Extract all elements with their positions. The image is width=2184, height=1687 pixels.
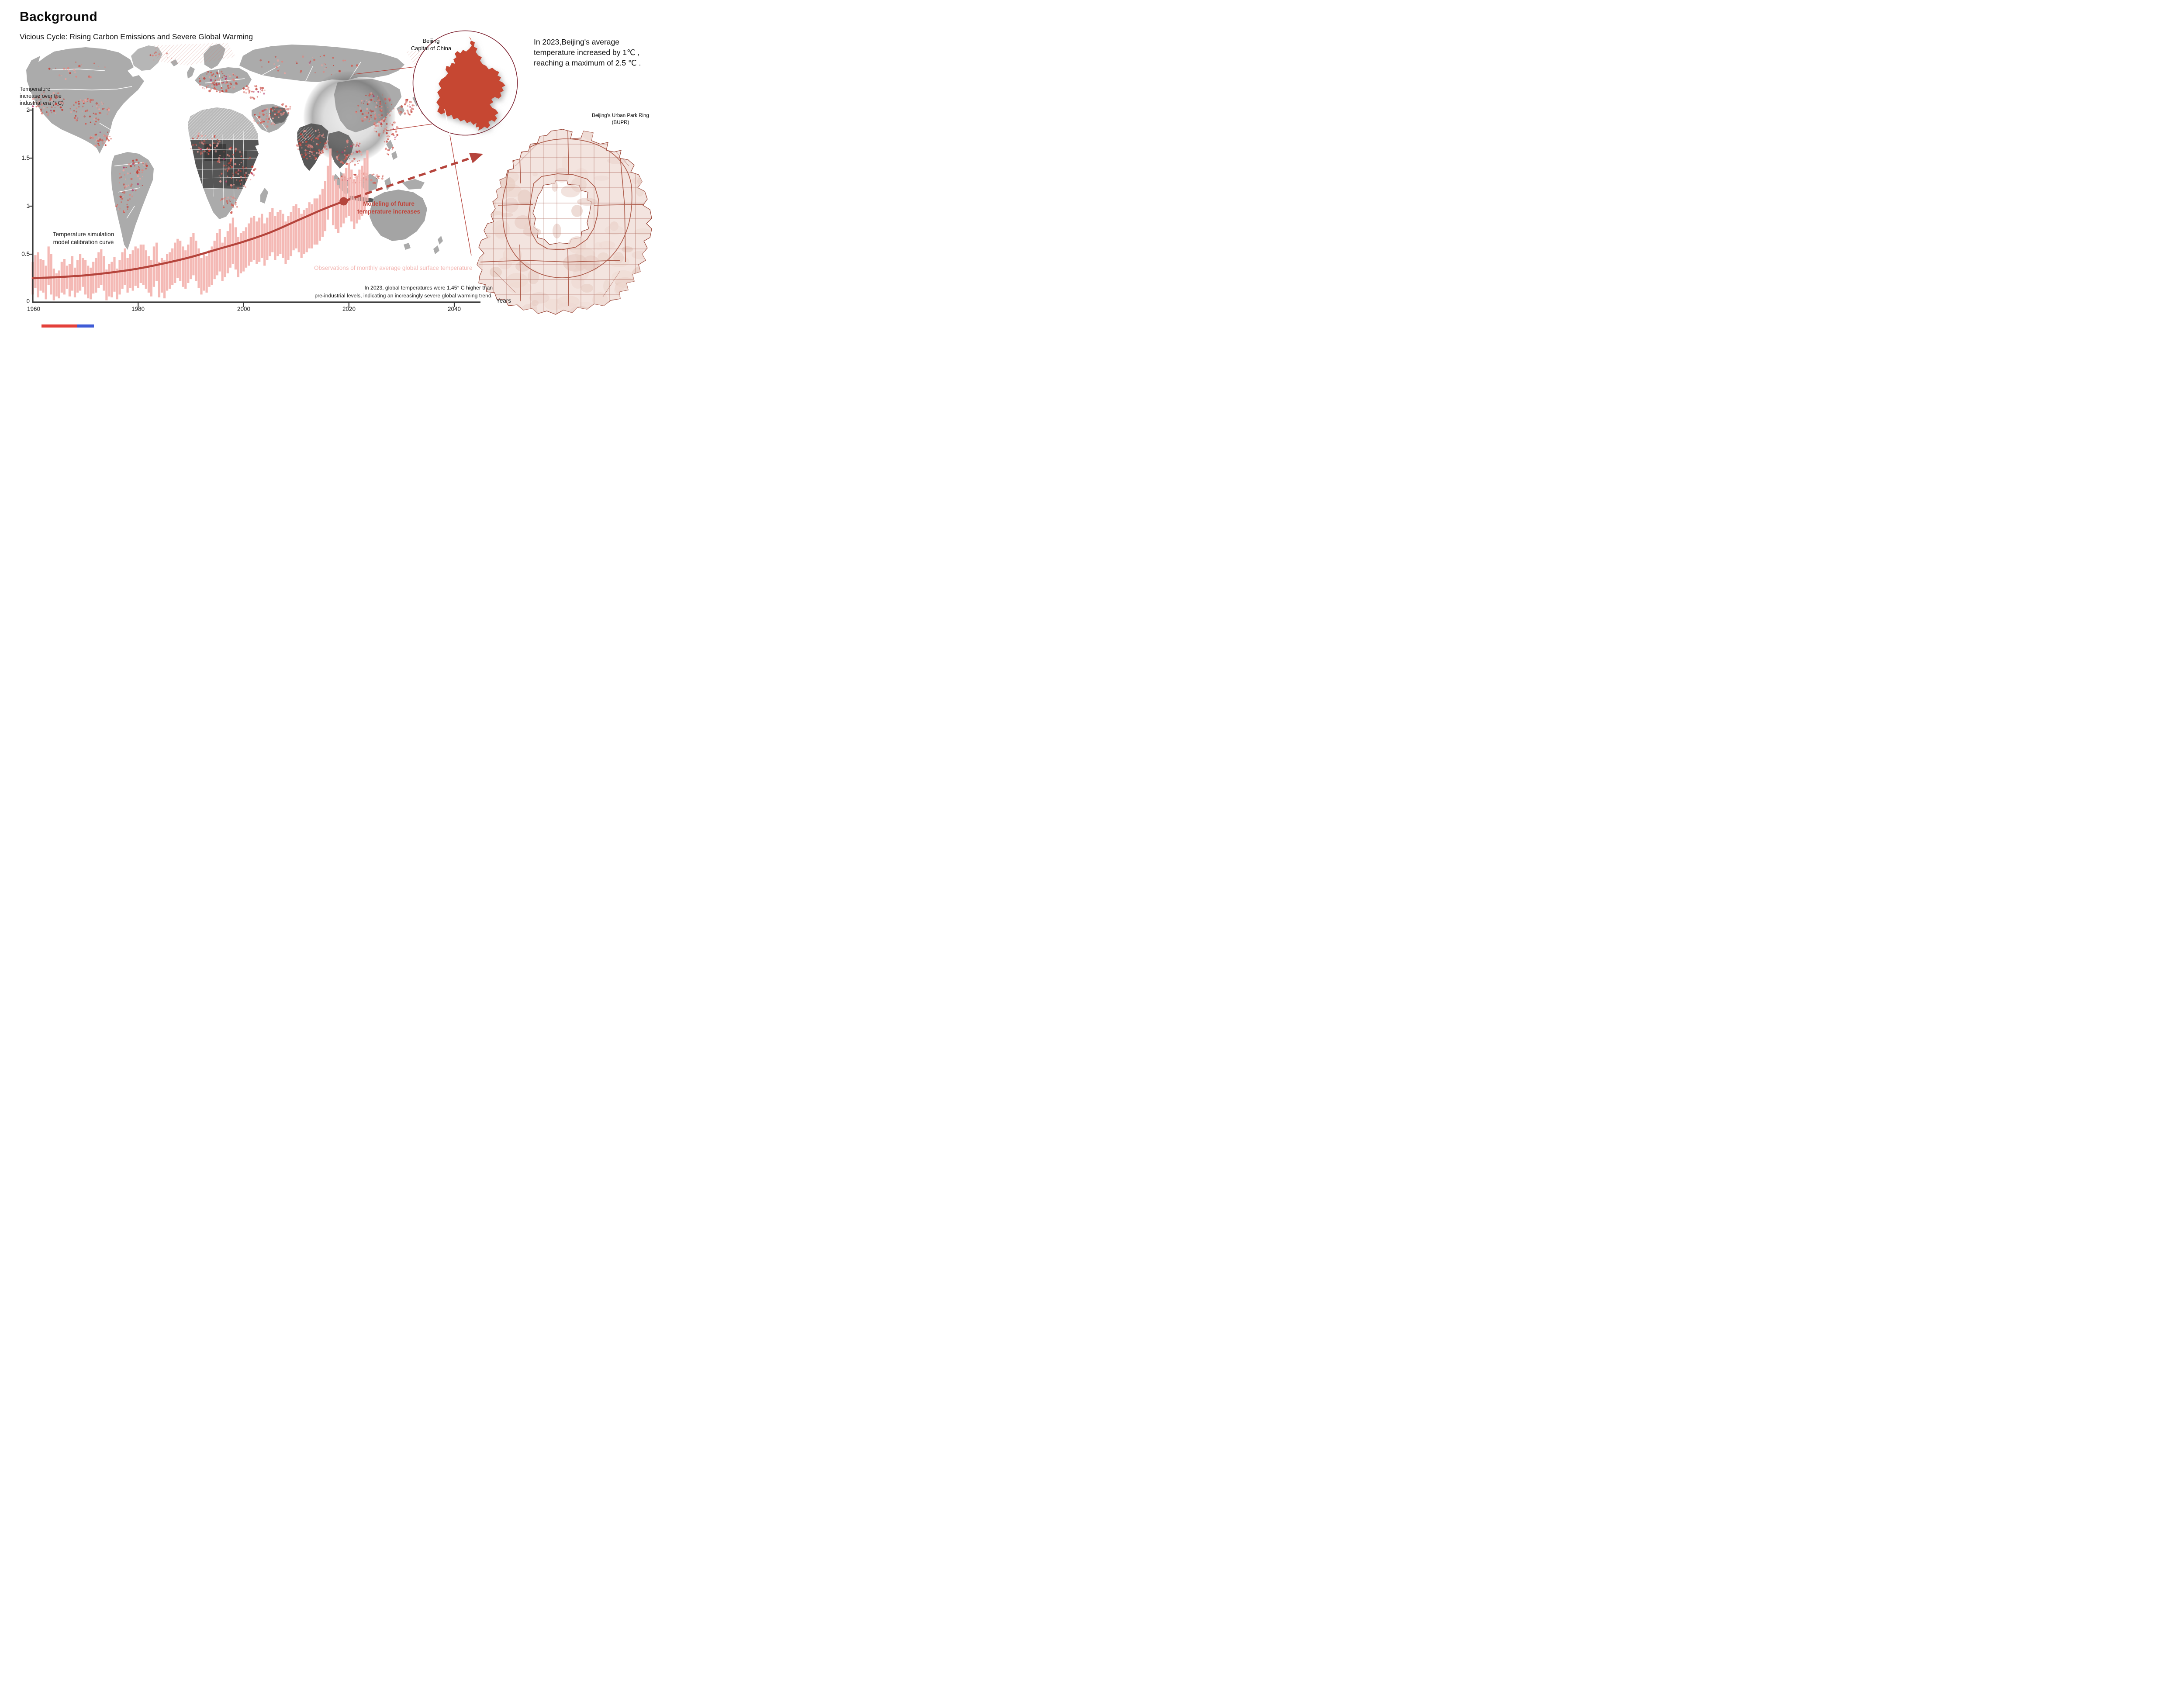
russia-asia [239,45,404,82]
calibration-curve [31,200,345,279]
y-tick-2: 2 [26,107,30,113]
temperature-chart [29,108,484,307]
world-map [26,43,446,254]
map-highlight-circle [303,71,396,163]
beijing-2023-text: In 2023,Beijing's average temperature in… [534,38,641,68]
magnifier-connector-lines [353,66,432,131]
x-tick-2020: 2020 [342,306,356,312]
page-subtitle: Vicious Cycle: Rising Carbon Emissions a… [20,32,253,41]
greenland [131,45,162,71]
x-tick-1960: 1960 [27,306,41,312]
y-tick-0: 0 [26,298,30,304]
australia [370,190,427,241]
temperature-observation-dots [31,51,415,214]
global-2023-annotation: In 2023, global temperatures were 1.45° … [314,285,493,299]
bupr-park-texture [477,129,652,314]
sulawesi [384,177,391,190]
x-tick-1980: 1980 [131,306,145,312]
footer-blue-bar [77,324,94,328]
beijing-callout-label: Beijing Capital of China [411,38,452,52]
iran-dark [270,107,288,124]
calibration-curve-label: Temperature simulation model calibration… [52,231,114,245]
tasmania [404,243,411,250]
new-guinea [402,179,425,190]
bupr-map [477,129,652,315]
korea [397,105,404,116]
beijing-shape [436,36,505,131]
projection-arrow [339,152,484,206]
madagascar [260,188,268,204]
x-tick-2040: 2040 [447,306,461,312]
y-tick-0_5: 0.5 [21,251,30,257]
south-america [111,152,154,250]
footer-red-bar [41,324,77,328]
x-axis-label: Years [496,297,511,304]
europe [195,67,252,93]
page-title: Background [20,10,98,24]
y-axis-label: Temperature increase over the industrial… [20,86,64,106]
chart-axes [29,108,480,307]
inset-to-bupr-line [444,109,472,256]
y-tick-1_5: 1.5 [21,155,30,161]
observations-label: Observations of monthly average global s… [314,265,473,271]
philippines-2 [391,151,397,160]
new-zealand-1 [438,236,443,245]
callout-layer [353,30,652,315]
x-tick-2000: 2000 [237,306,251,312]
projection-label: Modeling of future temperature increases [357,200,421,215]
uk [187,66,195,79]
new-zealand-2 [433,245,439,254]
y-tick-1: 1 [26,203,30,209]
infographic-page: Background Vicious Cycle: Rising Carbon … [0,0,671,328]
bupr-label: Beijing's Urban Park Ring (BUPR) [592,113,649,125]
